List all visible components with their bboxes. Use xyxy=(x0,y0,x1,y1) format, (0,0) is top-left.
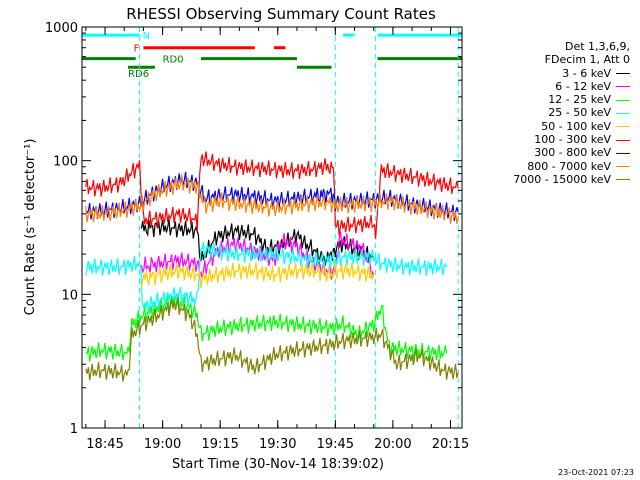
legend-entry-label: 300 - 800 keV xyxy=(534,146,611,160)
y-axis-label: Count Rate (s⁻¹ detector⁻¹) xyxy=(23,139,38,316)
legend-swatch xyxy=(616,126,630,128)
legend-entry: 800 - 7000 keV xyxy=(470,160,630,173)
legend-swatch xyxy=(616,166,630,168)
x-tick-label: 19:15 xyxy=(201,437,238,452)
legend-entry: 100 - 300 keV xyxy=(470,133,630,146)
y-tick-label: 1000 xyxy=(45,21,78,36)
legend: Det 1,3,6,9, FDecim 1, Att 0 3 - 6 keV 6 … xyxy=(470,40,630,186)
legend-entry-label: 100 - 300 keV xyxy=(534,133,611,147)
legend-entry-label: 6 - 12 keV xyxy=(555,79,611,93)
legend-swatch xyxy=(616,86,630,88)
footer-timestamp: 23-Oct-2021 07:23 xyxy=(558,468,634,477)
y-tick-label: 1 xyxy=(70,422,78,437)
plot-frame xyxy=(81,26,463,429)
legend-entry-label: 25 - 50 keV xyxy=(548,106,611,120)
flag-label: RD0 xyxy=(163,55,184,66)
series-line xyxy=(85,241,448,314)
flag-bars: NF RD0 RD6 xyxy=(82,31,462,80)
legend-entry-label: 3 - 6 keV xyxy=(562,66,611,80)
flag-label: N xyxy=(143,31,150,42)
x-axis-label: Start Time (30-Nov-14 18:39:02) xyxy=(172,457,384,472)
legend-swatch xyxy=(616,139,630,141)
series-line xyxy=(140,262,375,288)
legend-entry-label: 800 - 7000 keV xyxy=(527,159,611,173)
series-line xyxy=(85,174,459,225)
legend-swatch xyxy=(616,152,630,154)
series-line xyxy=(85,151,459,240)
legend-entry: 12 - 25 keV xyxy=(470,93,630,106)
legend-header-line-2: FDecim 1, Att 0 xyxy=(544,53,630,67)
legend-entry: 3 - 6 keV xyxy=(470,67,630,80)
y-tick-label: 100 xyxy=(53,155,78,170)
legend-swatch xyxy=(616,73,630,75)
x-tick-label: 19:00 xyxy=(144,437,181,452)
x-tick-label: 19:45 xyxy=(317,437,354,452)
x-tick-label: 20:00 xyxy=(374,437,411,452)
legend-entry-label: 12 - 25 keV xyxy=(548,93,611,107)
transition-lines xyxy=(139,27,459,428)
legend-header-line-1: Det 1,3,6,9, xyxy=(564,40,630,53)
series-line xyxy=(140,231,375,280)
axis-ticks: 18:45 19:00 19:15 19:30 19:45 20:00 20:15 1 10 10… xyxy=(45,21,469,452)
legend-entry-label: 7000 - 15000 keV xyxy=(513,172,611,186)
legend-entries: 3 - 6 keV 6 - 12 keV 12 - 25 keV 25 - 50 ke… xyxy=(470,67,630,187)
x-tick-label: 18:45 xyxy=(86,437,123,452)
chart-title: RHESSI Observing Summary Count Rates xyxy=(126,5,436,23)
legend-swatch xyxy=(616,99,630,101)
flag-label: F xyxy=(134,44,140,55)
legend-entry: 50 - 100 keV xyxy=(470,120,630,133)
x-tick-label: 19:30 xyxy=(259,437,296,452)
legend-swatch xyxy=(616,112,630,114)
y-tick-label: 10 xyxy=(61,288,78,303)
legend-entry-label: 50 - 100 keV xyxy=(541,119,611,133)
x-tick-label: 20:15 xyxy=(432,437,469,452)
legend-entry: 300 - 800 keV xyxy=(470,146,630,159)
series-line xyxy=(140,219,375,266)
series-group xyxy=(85,151,459,382)
legend-entry: 7000 - 15000 keV xyxy=(470,173,630,186)
series-line xyxy=(85,297,459,382)
series-line xyxy=(85,293,448,362)
legend-entry: 25 - 50 keV xyxy=(470,106,630,119)
legend-entry: 6 - 12 keV xyxy=(470,80,630,93)
flag-label: RD6 xyxy=(128,69,149,80)
legend-swatch xyxy=(616,179,630,181)
